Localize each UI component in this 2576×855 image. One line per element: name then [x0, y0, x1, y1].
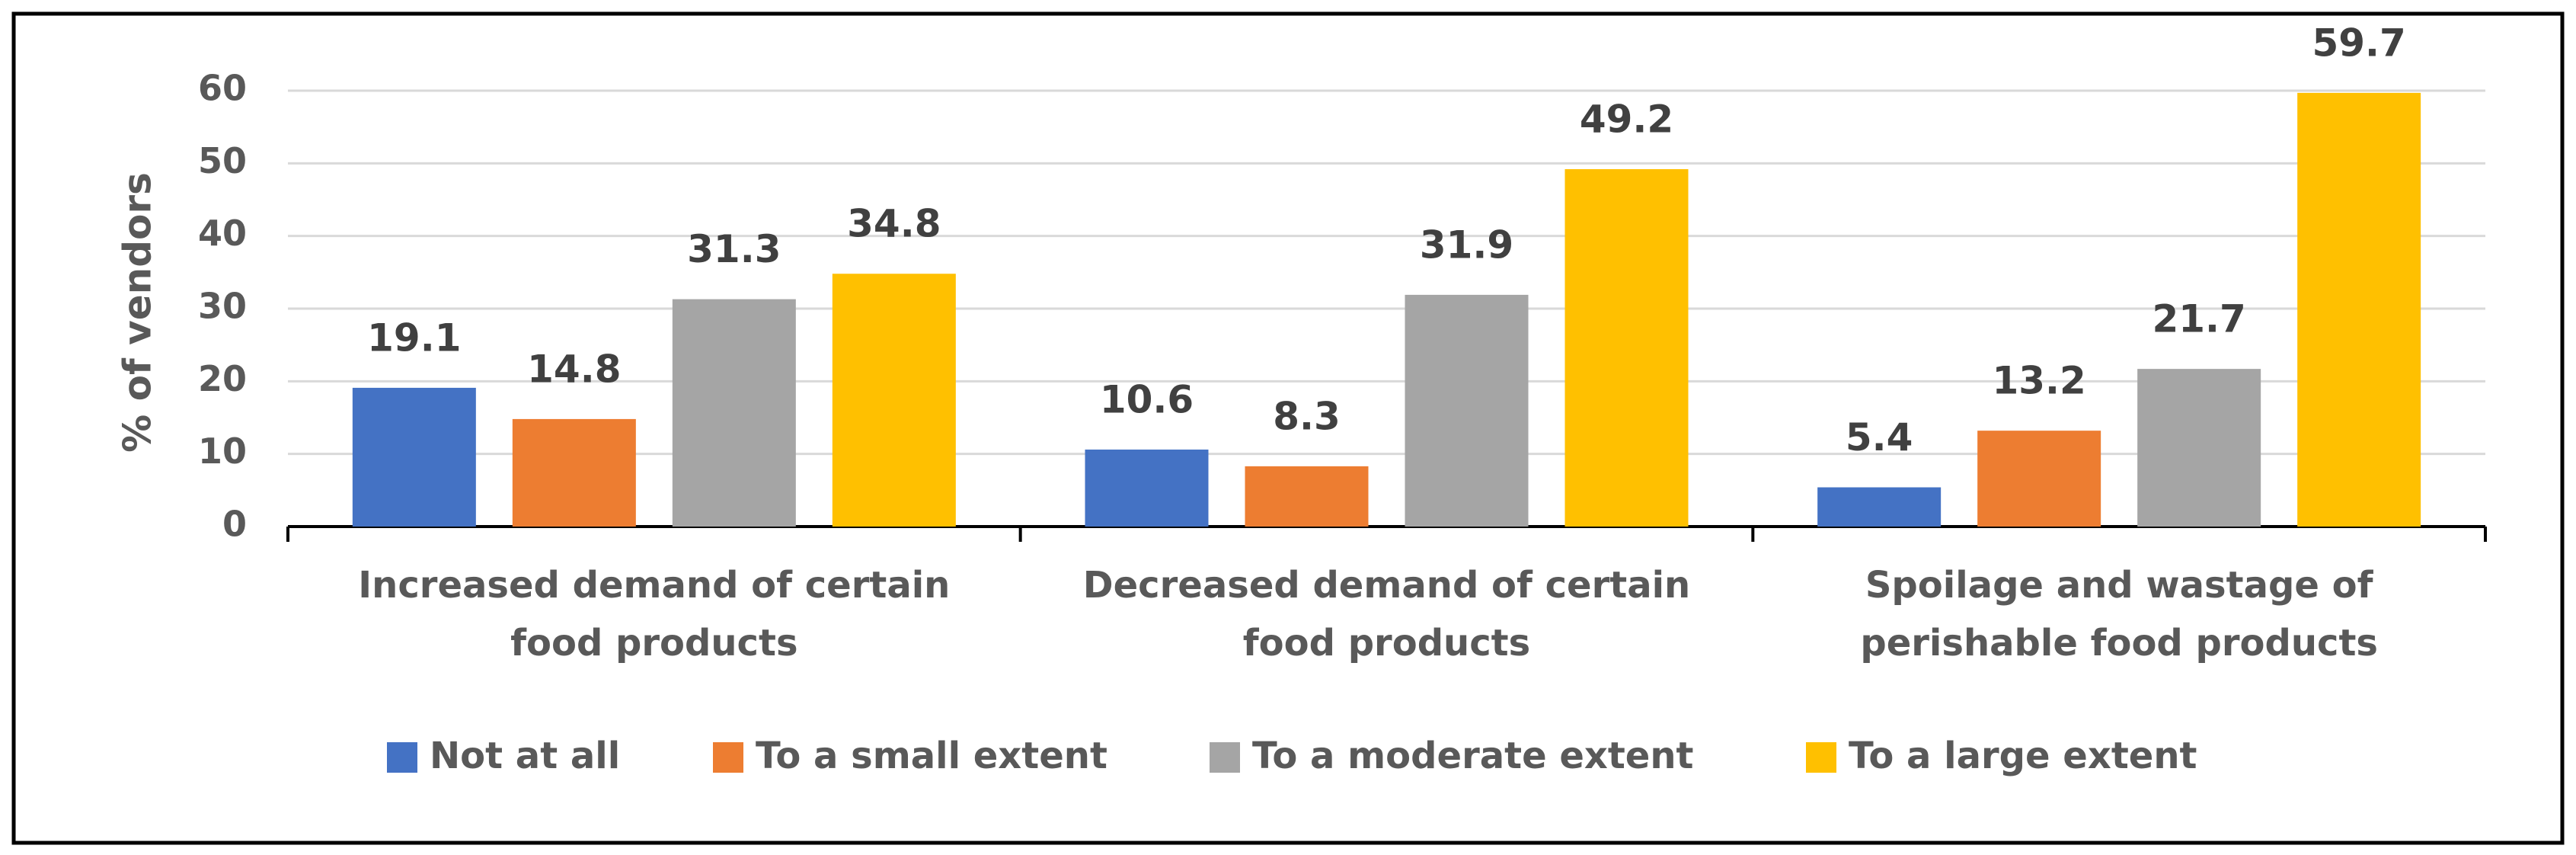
- legend-label: To a large extent: [1849, 735, 2197, 777]
- y-tick-label: 60: [198, 68, 247, 109]
- value-label: 31.3: [687, 227, 781, 271]
- y-axis-label: % of vendors: [116, 172, 160, 453]
- value-label: 31.9: [1420, 223, 1513, 267]
- value-label: 59.7: [2312, 21, 2405, 65]
- value-label: 14.8: [527, 347, 621, 391]
- bar: [352, 387, 476, 527]
- legend-swatch: [1806, 742, 1836, 773]
- legend-label: Not at all: [430, 735, 620, 777]
- bar: [1245, 466, 1369, 527]
- legend-label: To a small extent: [756, 735, 1107, 777]
- y-tick-label: 40: [198, 213, 247, 254]
- value-label: 34.8: [847, 202, 941, 246]
- legend-swatch: [387, 742, 417, 773]
- x-tick-label: Spoilage and wastage of: [1865, 564, 2374, 607]
- x-tick-label: Increased demand of certain: [358, 564, 950, 607]
- value-label: 8.3: [1273, 394, 1341, 438]
- bar: [1564, 168, 1689, 527]
- y-tick-label: 10: [198, 431, 247, 472]
- bar: [672, 299, 796, 527]
- bar: [2137, 369, 2261, 527]
- legend-label: To a moderate extent: [1252, 735, 1693, 777]
- legend-swatch: [713, 742, 743, 773]
- x-tick-label: food products: [510, 622, 797, 664]
- y-tick-label: 20: [198, 358, 247, 399]
- value-label: 10.6: [1100, 377, 1194, 421]
- value-label: 5.4: [1846, 415, 1913, 460]
- value-label: 21.7: [2152, 297, 2245, 341]
- bar: [1405, 294, 1529, 527]
- value-label: 19.1: [367, 315, 461, 360]
- bar: [2297, 92, 2421, 527]
- y-tick-label: 30: [198, 286, 247, 327]
- y-tick-label: 0: [222, 504, 247, 545]
- x-tick-label: perishable food products: [1860, 622, 2378, 664]
- bar: [1977, 431, 2101, 527]
- x-tick-label: Decreased demand of certain: [1083, 564, 1690, 607]
- x-tick-label: food products: [1243, 622, 1530, 664]
- legend-swatch: [1210, 742, 1240, 773]
- value-label: 13.2: [1992, 359, 2085, 403]
- value-label: 49.2: [1580, 97, 1673, 141]
- bar: [1085, 449, 1209, 527]
- bar: [512, 418, 636, 527]
- bar: [832, 274, 956, 527]
- bar: [1817, 487, 1942, 527]
- y-tick-label: 50: [198, 140, 247, 181]
